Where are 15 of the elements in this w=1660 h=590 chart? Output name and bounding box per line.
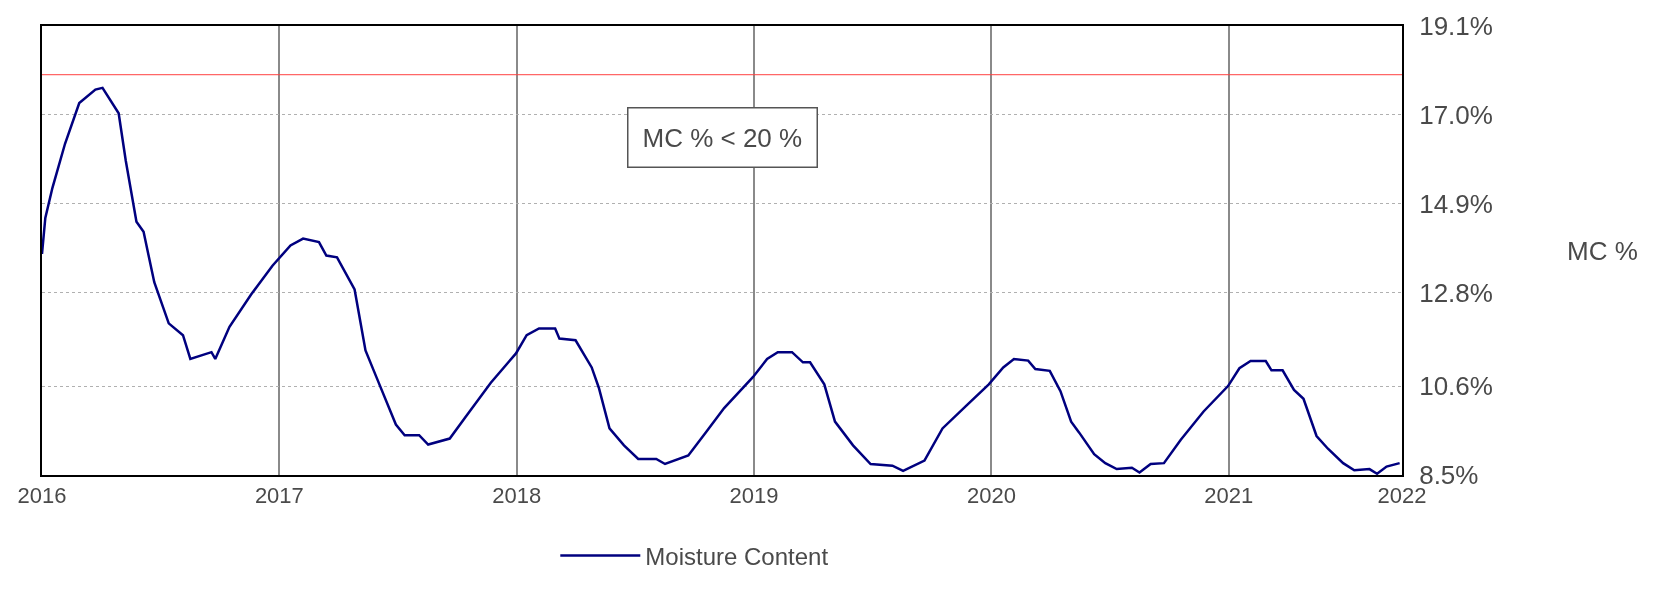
x-tick-label: 2019 [729, 483, 779, 509]
x-tick-label: 2021 [1204, 483, 1254, 509]
x-tick-label: 2016 [17, 483, 67, 509]
y-tick-label: 10.6% [1419, 371, 1493, 402]
y-tick-label: 17.0% [1419, 100, 1493, 131]
annotation: MC % < 20 % [642, 122, 803, 153]
y-tick-label: 12.8% [1419, 277, 1493, 308]
line-series [42, 86, 1401, 475]
legend-label: Moisture Content [645, 542, 829, 570]
x-tick-label: 2020 [966, 483, 1016, 509]
y-tick-label: 14.9% [1419, 189, 1493, 220]
x-tick-label: 2017 [254, 483, 304, 509]
y-axis-title: MC % [1567, 236, 1638, 266]
y-tick-label: 19.1% [1419, 11, 1493, 42]
x-tick-label: 2018 [492, 483, 542, 509]
